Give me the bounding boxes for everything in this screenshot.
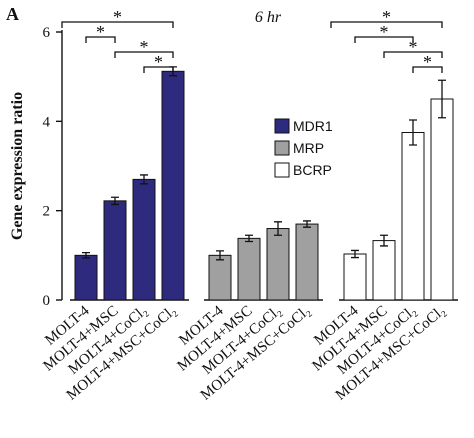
error-bar — [274, 221, 282, 236]
error-bar — [303, 220, 311, 228]
bar — [103, 200, 127, 301]
legend-swatch — [274, 162, 290, 178]
bar — [343, 253, 367, 301]
chart-title: 6 hr — [255, 9, 282, 26]
significance-bracket — [143, 66, 174, 73]
error-bar — [351, 249, 359, 259]
bar — [430, 98, 454, 301]
significance-bracket — [412, 66, 443, 73]
bar — [295, 223, 319, 301]
significance-bracket — [85, 36, 116, 43]
error-bar — [111, 196, 119, 206]
bar — [237, 237, 261, 301]
legend-swatch — [274, 118, 290, 134]
y-tick-label: 2 — [43, 204, 51, 220]
error-bar — [216, 250, 224, 261]
significance-bracket — [354, 36, 414, 43]
significance-bracket — [383, 51, 443, 58]
y-tick-label: 0 — [43, 293, 51, 309]
bar — [132, 178, 156, 301]
bar — [161, 70, 185, 301]
legend-label: MRP — [293, 140, 324, 156]
y-tick-label: 4 — [43, 114, 51, 130]
significance-label: * — [382, 7, 391, 27]
significance-bracket — [61, 21, 174, 28]
error-bar — [245, 234, 253, 243]
bar — [372, 240, 396, 301]
significance-bracket — [114, 51, 174, 58]
bar — [74, 254, 98, 301]
bar — [208, 254, 232, 301]
significance-label: * — [409, 37, 418, 57]
significance-bracket — [330, 21, 443, 28]
error-bar — [140, 174, 148, 185]
significance-label: * — [96, 22, 105, 42]
legend-swatch — [274, 140, 290, 156]
significance-label: * — [113, 7, 122, 27]
error-bar — [82, 252, 90, 259]
bar — [266, 228, 290, 301]
significance-label: * — [154, 52, 163, 72]
legend-label: BCRP — [293, 162, 332, 178]
legend-label: MDR1 — [293, 118, 333, 134]
significance-label: * — [140, 37, 149, 57]
panel-label: A — [6, 4, 19, 24]
significance-label: * — [423, 52, 432, 72]
bar — [401, 132, 425, 301]
y-axis-label: Gene expression ratio — [9, 92, 26, 240]
error-bar — [438, 79, 446, 119]
y-tick-label: 6 — [43, 25, 51, 41]
significance-label: * — [380, 22, 389, 42]
error-bar — [380, 234, 388, 247]
error-bar — [409, 119, 417, 146]
